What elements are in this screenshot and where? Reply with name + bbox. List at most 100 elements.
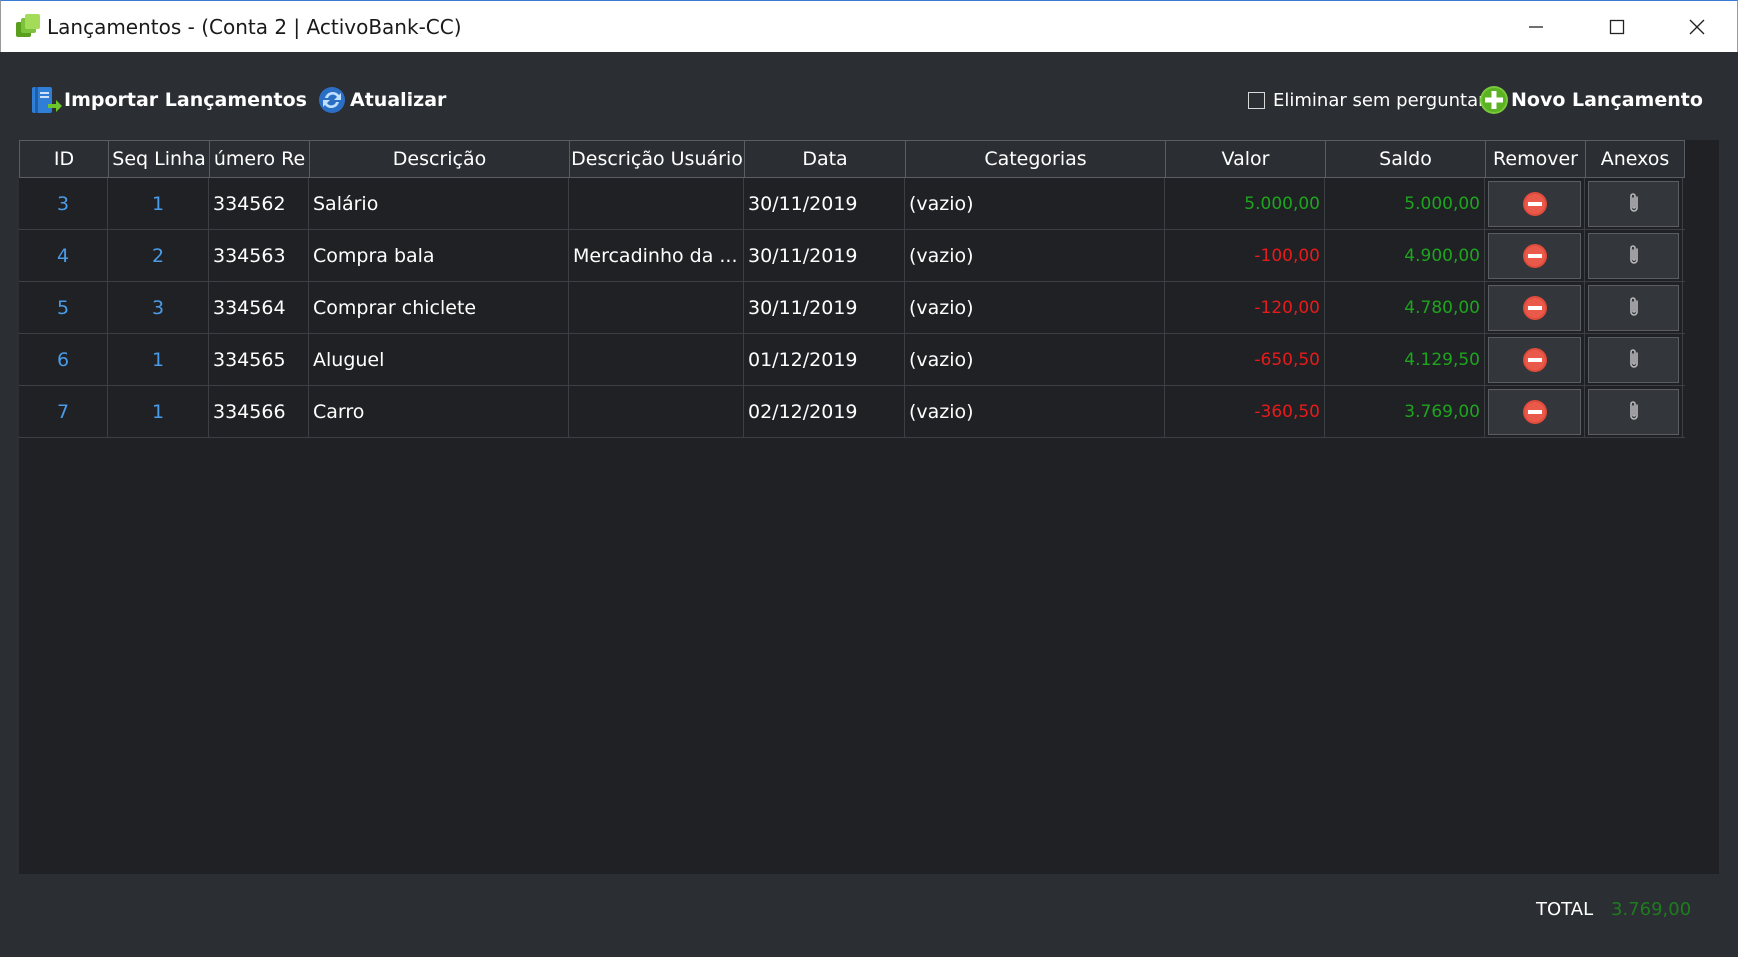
cell-data[interactable]: 30/11/2019 bbox=[744, 178, 905, 229]
window-title: Lançamentos - (Conta 2 | ActivoBank-CC) bbox=[47, 15, 462, 39]
cell-remover bbox=[1485, 282, 1585, 333]
remove-button[interactable] bbox=[1488, 336, 1581, 383]
cell-categorias[interactable]: (vazio) bbox=[905, 386, 1165, 437]
cell-remover bbox=[1485, 334, 1585, 385]
new-entry-button[interactable]: Novo Lançamento bbox=[1479, 82, 1703, 118]
refresh-button[interactable]: Atualizar bbox=[316, 82, 446, 118]
new-entry-label: Novo Lançamento bbox=[1511, 89, 1703, 111]
cell-descricao-usuario[interactable] bbox=[569, 178, 744, 229]
cell-descricao-usuario[interactable] bbox=[569, 386, 744, 437]
app-icon bbox=[16, 14, 40, 37]
remove-icon bbox=[1522, 295, 1547, 320]
cell-id[interactable]: 5 bbox=[19, 282, 108, 333]
cell-data[interactable]: 30/11/2019 bbox=[744, 230, 905, 281]
cell-id[interactable]: 6 bbox=[19, 334, 108, 385]
column-header-saldo[interactable]: Saldo bbox=[1326, 141, 1486, 177]
cell-categorias[interactable]: (vazio) bbox=[905, 282, 1165, 333]
cell-seq[interactable]: 3 bbox=[108, 282, 209, 333]
cell-data[interactable]: 02/12/2019 bbox=[744, 386, 905, 437]
cell-categorias[interactable]: (vazio) bbox=[905, 178, 1165, 229]
cell-saldo[interactable]: 4.129,50 bbox=[1325, 334, 1485, 385]
cell-seq[interactable]: 1 bbox=[108, 178, 209, 229]
cell-remover bbox=[1485, 230, 1585, 281]
column-header-anexos[interactable]: Anexos bbox=[1600, 148, 1670, 170]
attachment-button[interactable] bbox=[1588, 232, 1679, 279]
cell-anexos bbox=[1585, 334, 1683, 385]
cell-seq[interactable]: 2 bbox=[108, 230, 209, 281]
table-row[interactable]: 3 1 334562 Salário 30/11/2019 (vazio) 5.… bbox=[19, 178, 1685, 230]
column-header-categorias[interactable]: Categorias bbox=[906, 141, 1166, 177]
cell-anexos bbox=[1585, 178, 1683, 229]
cell-categorias[interactable]: (vazio) bbox=[905, 230, 1165, 281]
refresh-icon bbox=[319, 87, 345, 113]
cell-seq[interactable]: 1 bbox=[108, 334, 209, 385]
refresh-label: Atualizar bbox=[350, 89, 447, 111]
cell-seq[interactable]: 1 bbox=[108, 386, 209, 437]
cell-descricao[interactable]: Salário bbox=[309, 178, 569, 229]
cell-descricao-usuario[interactable] bbox=[569, 282, 744, 333]
delete-without-asking-checkbox[interactable] bbox=[1248, 91, 1265, 109]
import-button[interactable]: Importar Lançamentos bbox=[30, 82, 307, 118]
remove-button[interactable] bbox=[1488, 232, 1581, 279]
cell-valor[interactable]: -360,50 bbox=[1165, 386, 1325, 437]
cell-id[interactable]: 3 bbox=[19, 178, 108, 229]
column-header-descricao[interactable]: Descrição bbox=[310, 141, 570, 177]
cell-data[interactable]: 01/12/2019 bbox=[744, 334, 905, 385]
cell-data[interactable]: 30/11/2019 bbox=[744, 282, 905, 333]
table-row[interactable]: 5 3 334564 Comprar chiclete 30/11/2019 (… bbox=[19, 282, 1685, 334]
attachment-button[interactable] bbox=[1588, 336, 1679, 383]
attachment-button[interactable] bbox=[1588, 388, 1679, 435]
minimize-button[interactable] bbox=[1499, 1, 1573, 53]
remove-button[interactable] bbox=[1488, 180, 1581, 227]
attachment-button[interactable] bbox=[1588, 284, 1679, 331]
cell-id[interactable]: 4 bbox=[19, 230, 108, 281]
remove-button[interactable] bbox=[1488, 284, 1581, 331]
cell-descricao[interactable]: Aluguel bbox=[309, 334, 569, 385]
paperclip-icon bbox=[1629, 400, 1638, 420]
column-header-id[interactable]: ID bbox=[20, 141, 109, 177]
cell-numero[interactable]: 334565 bbox=[209, 334, 309, 385]
cell-descricao-usuario[interactable]: Mercadinho da ... bbox=[569, 230, 744, 281]
column-header-descricao-usuario[interactable]: Descrição Usuário bbox=[570, 141, 745, 177]
table-row[interactable]: 6 1 334565 Aluguel 01/12/2019 (vazio) -6… bbox=[19, 334, 1685, 386]
cell-descricao[interactable]: Carro bbox=[309, 386, 569, 437]
remove-button[interactable] bbox=[1488, 388, 1581, 435]
close-button[interactable] bbox=[1660, 1, 1734, 53]
cell-descricao[interactable]: Comprar chiclete bbox=[309, 282, 569, 333]
cell-saldo[interactable]: 4.780,00 bbox=[1325, 282, 1485, 333]
column-header-valor[interactable]: Valor bbox=[1166, 141, 1326, 177]
cell-saldo[interactable]: 5.000,00 bbox=[1325, 178, 1485, 229]
column-header-numero[interactable]: úmero Re bbox=[210, 141, 310, 177]
cell-numero[interactable]: 334566 bbox=[209, 386, 309, 437]
cell-valor[interactable]: -120,00 bbox=[1165, 282, 1325, 333]
table-row[interactable]: 4 2 334563 Compra bala Mercadinho da ...… bbox=[19, 230, 1685, 282]
cell-descricao-usuario[interactable] bbox=[569, 334, 744, 385]
cell-anexos bbox=[1585, 282, 1683, 333]
cell-id[interactable]: 7 bbox=[19, 386, 108, 437]
cell-saldo[interactable]: 3.769,00 bbox=[1325, 386, 1485, 437]
cell-descricao-usuario-text: Mercadinho da ... bbox=[573, 244, 738, 267]
cell-numero[interactable]: 334563 bbox=[209, 230, 309, 281]
maximize-button[interactable] bbox=[1580, 1, 1654, 53]
cell-saldo[interactable]: 4.900,00 bbox=[1325, 230, 1485, 281]
import-label: Importar Lançamentos bbox=[64, 89, 307, 111]
cell-remover bbox=[1485, 178, 1585, 229]
cell-categorias[interactable]: (vazio) bbox=[905, 334, 1165, 385]
close-icon bbox=[1689, 19, 1705, 35]
column-header-remover[interactable]: Remover bbox=[1486, 141, 1586, 177]
cell-numero[interactable]: 334562 bbox=[209, 178, 309, 229]
table-row[interactable]: 7 1 334566 Carro 02/12/2019 (vazio) -360… bbox=[19, 386, 1685, 438]
cell-valor[interactable]: 5.000,00 bbox=[1165, 178, 1325, 229]
remove-icon bbox=[1522, 347, 1547, 372]
cell-descricao[interactable]: Compra bala bbox=[309, 230, 569, 281]
cell-valor[interactable]: -100,00 bbox=[1165, 230, 1325, 281]
column-header-seq[interactable]: Seq Linha bbox=[109, 141, 210, 177]
delete-without-asking-label: Eliminar sem perguntar bbox=[1273, 89, 1486, 111]
attachment-button[interactable] bbox=[1588, 180, 1679, 227]
column-header-data[interactable]: Data bbox=[745, 141, 906, 177]
cell-valor[interactable]: -650,50 bbox=[1165, 334, 1325, 385]
delete-without-asking-option[interactable]: Eliminar sem perguntar bbox=[1248, 88, 1486, 112]
table-header: ID Seq Linha úmero Re Descrição Descriçã… bbox=[19, 140, 1685, 178]
cell-numero[interactable]: 334564 bbox=[209, 282, 309, 333]
cell-remover bbox=[1485, 386, 1585, 437]
